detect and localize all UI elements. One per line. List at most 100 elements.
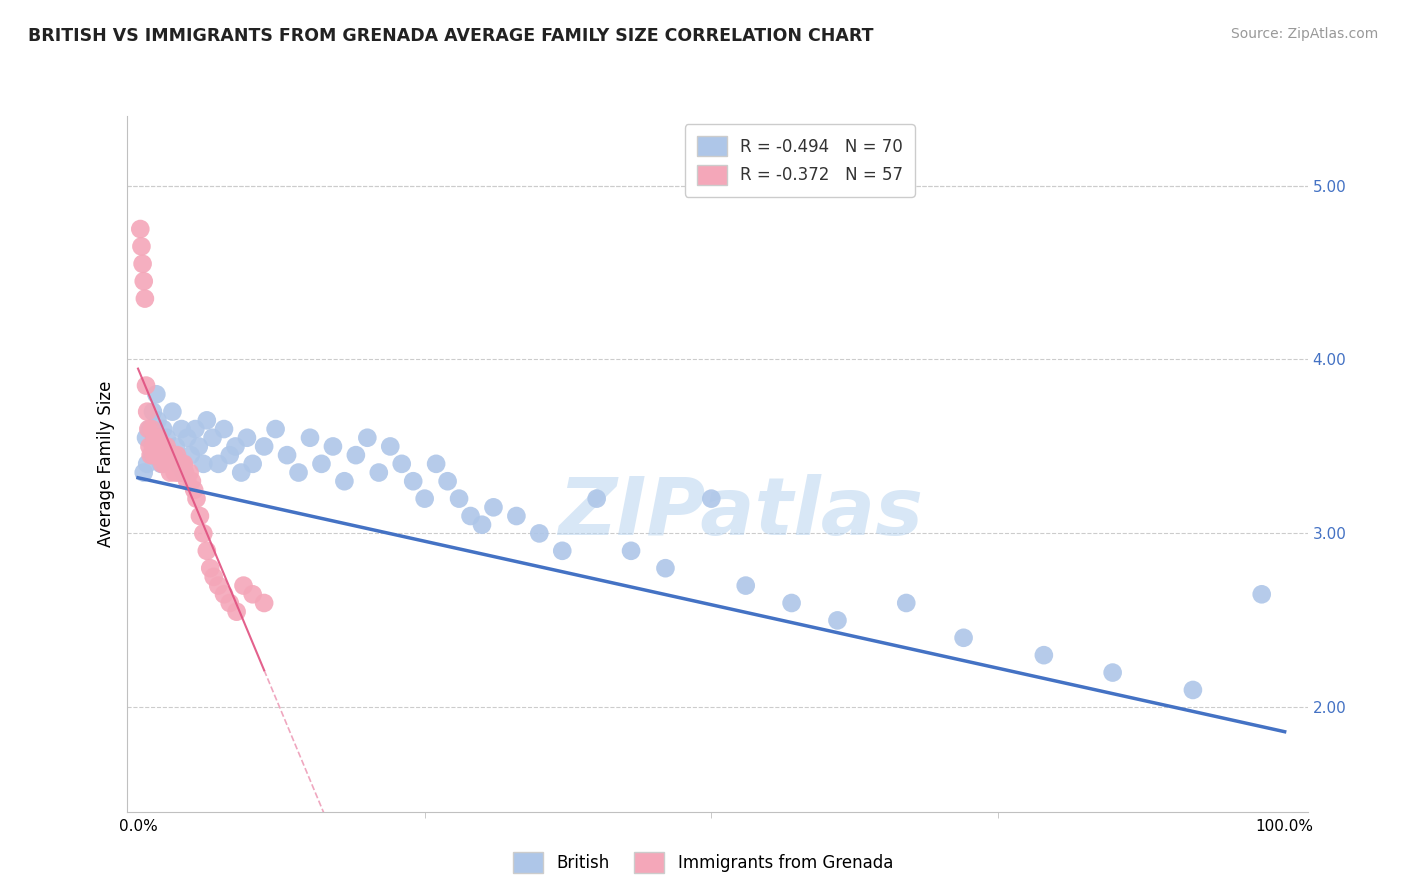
Point [169, 466, 191, 480]
Point [212, 587, 235, 601]
Point [460, 508, 482, 523]
Point [138, 440, 160, 454]
Point [333, 475, 356, 489]
Text: BRITISH VS IMMIGRANTS FROM GRENADA AVERAGE FAMILY SIZE CORRELATION CHART: BRITISH VS IMMIGRANTS FROM GRENADA AVERA… [28, 27, 873, 45]
Point [195, 543, 218, 558]
Point [138, 422, 160, 436]
Point [129, 222, 152, 236]
Point [162, 448, 184, 462]
Point [179, 466, 201, 480]
Point [156, 431, 179, 445]
Point [425, 457, 447, 471]
Point [135, 378, 157, 392]
Point [529, 526, 551, 541]
Point [148, 440, 170, 454]
Point [160, 448, 183, 462]
Point [207, 578, 229, 592]
Point [231, 466, 253, 480]
Point [176, 475, 198, 489]
Point [141, 448, 163, 462]
Text: ZIPatlas: ZIPatlas [558, 474, 924, 551]
Y-axis label: Average Family Size: Average Family Size [97, 381, 115, 547]
Point [311, 457, 333, 471]
Point [145, 440, 167, 454]
Point [505, 508, 527, 523]
Point [827, 614, 849, 628]
Point [193, 526, 215, 541]
Point [224, 440, 246, 454]
Point [162, 457, 184, 471]
Point [585, 491, 607, 506]
Point [402, 475, 425, 489]
Point [734, 578, 756, 592]
Point [242, 587, 264, 601]
Point [551, 543, 574, 558]
Point [188, 508, 211, 523]
Point [232, 578, 254, 592]
Point [449, 491, 471, 506]
Point [156, 448, 179, 462]
Point [150, 457, 173, 471]
Point [148, 431, 170, 445]
Point [212, 422, 235, 436]
Point [170, 422, 193, 436]
Point [153, 448, 176, 462]
Point [1101, 665, 1123, 680]
Point [142, 405, 165, 419]
Point [174, 466, 197, 480]
Point [172, 466, 194, 480]
Legend: R = -0.494   N = 70, R = -0.372   N = 57: R = -0.494 N = 70, R = -0.372 N = 57 [685, 124, 914, 196]
Point [218, 448, 240, 462]
Point [152, 422, 174, 436]
Point [253, 596, 276, 610]
Point [896, 596, 918, 610]
Point [287, 466, 309, 480]
Point [356, 431, 378, 445]
Legend: British, Immigrants from Grenada: British, Immigrants from Grenada [506, 846, 900, 880]
Point [225, 605, 247, 619]
Point [620, 543, 643, 558]
Point [180, 475, 202, 489]
Point [165, 440, 187, 454]
Point [155, 457, 177, 471]
Point [1181, 683, 1204, 698]
Point [193, 457, 215, 471]
Point [173, 466, 195, 480]
Point [180, 448, 202, 462]
Point [141, 422, 163, 436]
Point [167, 466, 190, 480]
Point [207, 457, 229, 471]
Point [201, 431, 224, 445]
Point [157, 457, 180, 471]
Point [134, 292, 156, 306]
Point [344, 448, 367, 462]
Point [163, 466, 186, 480]
Point [200, 561, 222, 575]
Point [380, 440, 402, 454]
Point [218, 596, 240, 610]
Point [1250, 587, 1272, 601]
Point [436, 475, 458, 489]
Point [157, 448, 180, 462]
Point [143, 431, 166, 445]
Point [202, 570, 225, 584]
Point [149, 440, 172, 454]
Point [322, 440, 344, 454]
Point [145, 387, 167, 401]
Point [136, 422, 159, 436]
Point [146, 413, 169, 427]
Point [169, 457, 191, 471]
Point [142, 440, 165, 454]
Point [156, 440, 179, 454]
Point [195, 413, 218, 427]
Point [367, 466, 389, 480]
Point [186, 491, 208, 506]
Point [780, 596, 803, 610]
Point [170, 457, 193, 471]
Point [236, 431, 259, 445]
Point [139, 448, 162, 462]
Point [136, 405, 159, 419]
Point [159, 466, 181, 480]
Point [1032, 648, 1054, 662]
Point [146, 448, 169, 462]
